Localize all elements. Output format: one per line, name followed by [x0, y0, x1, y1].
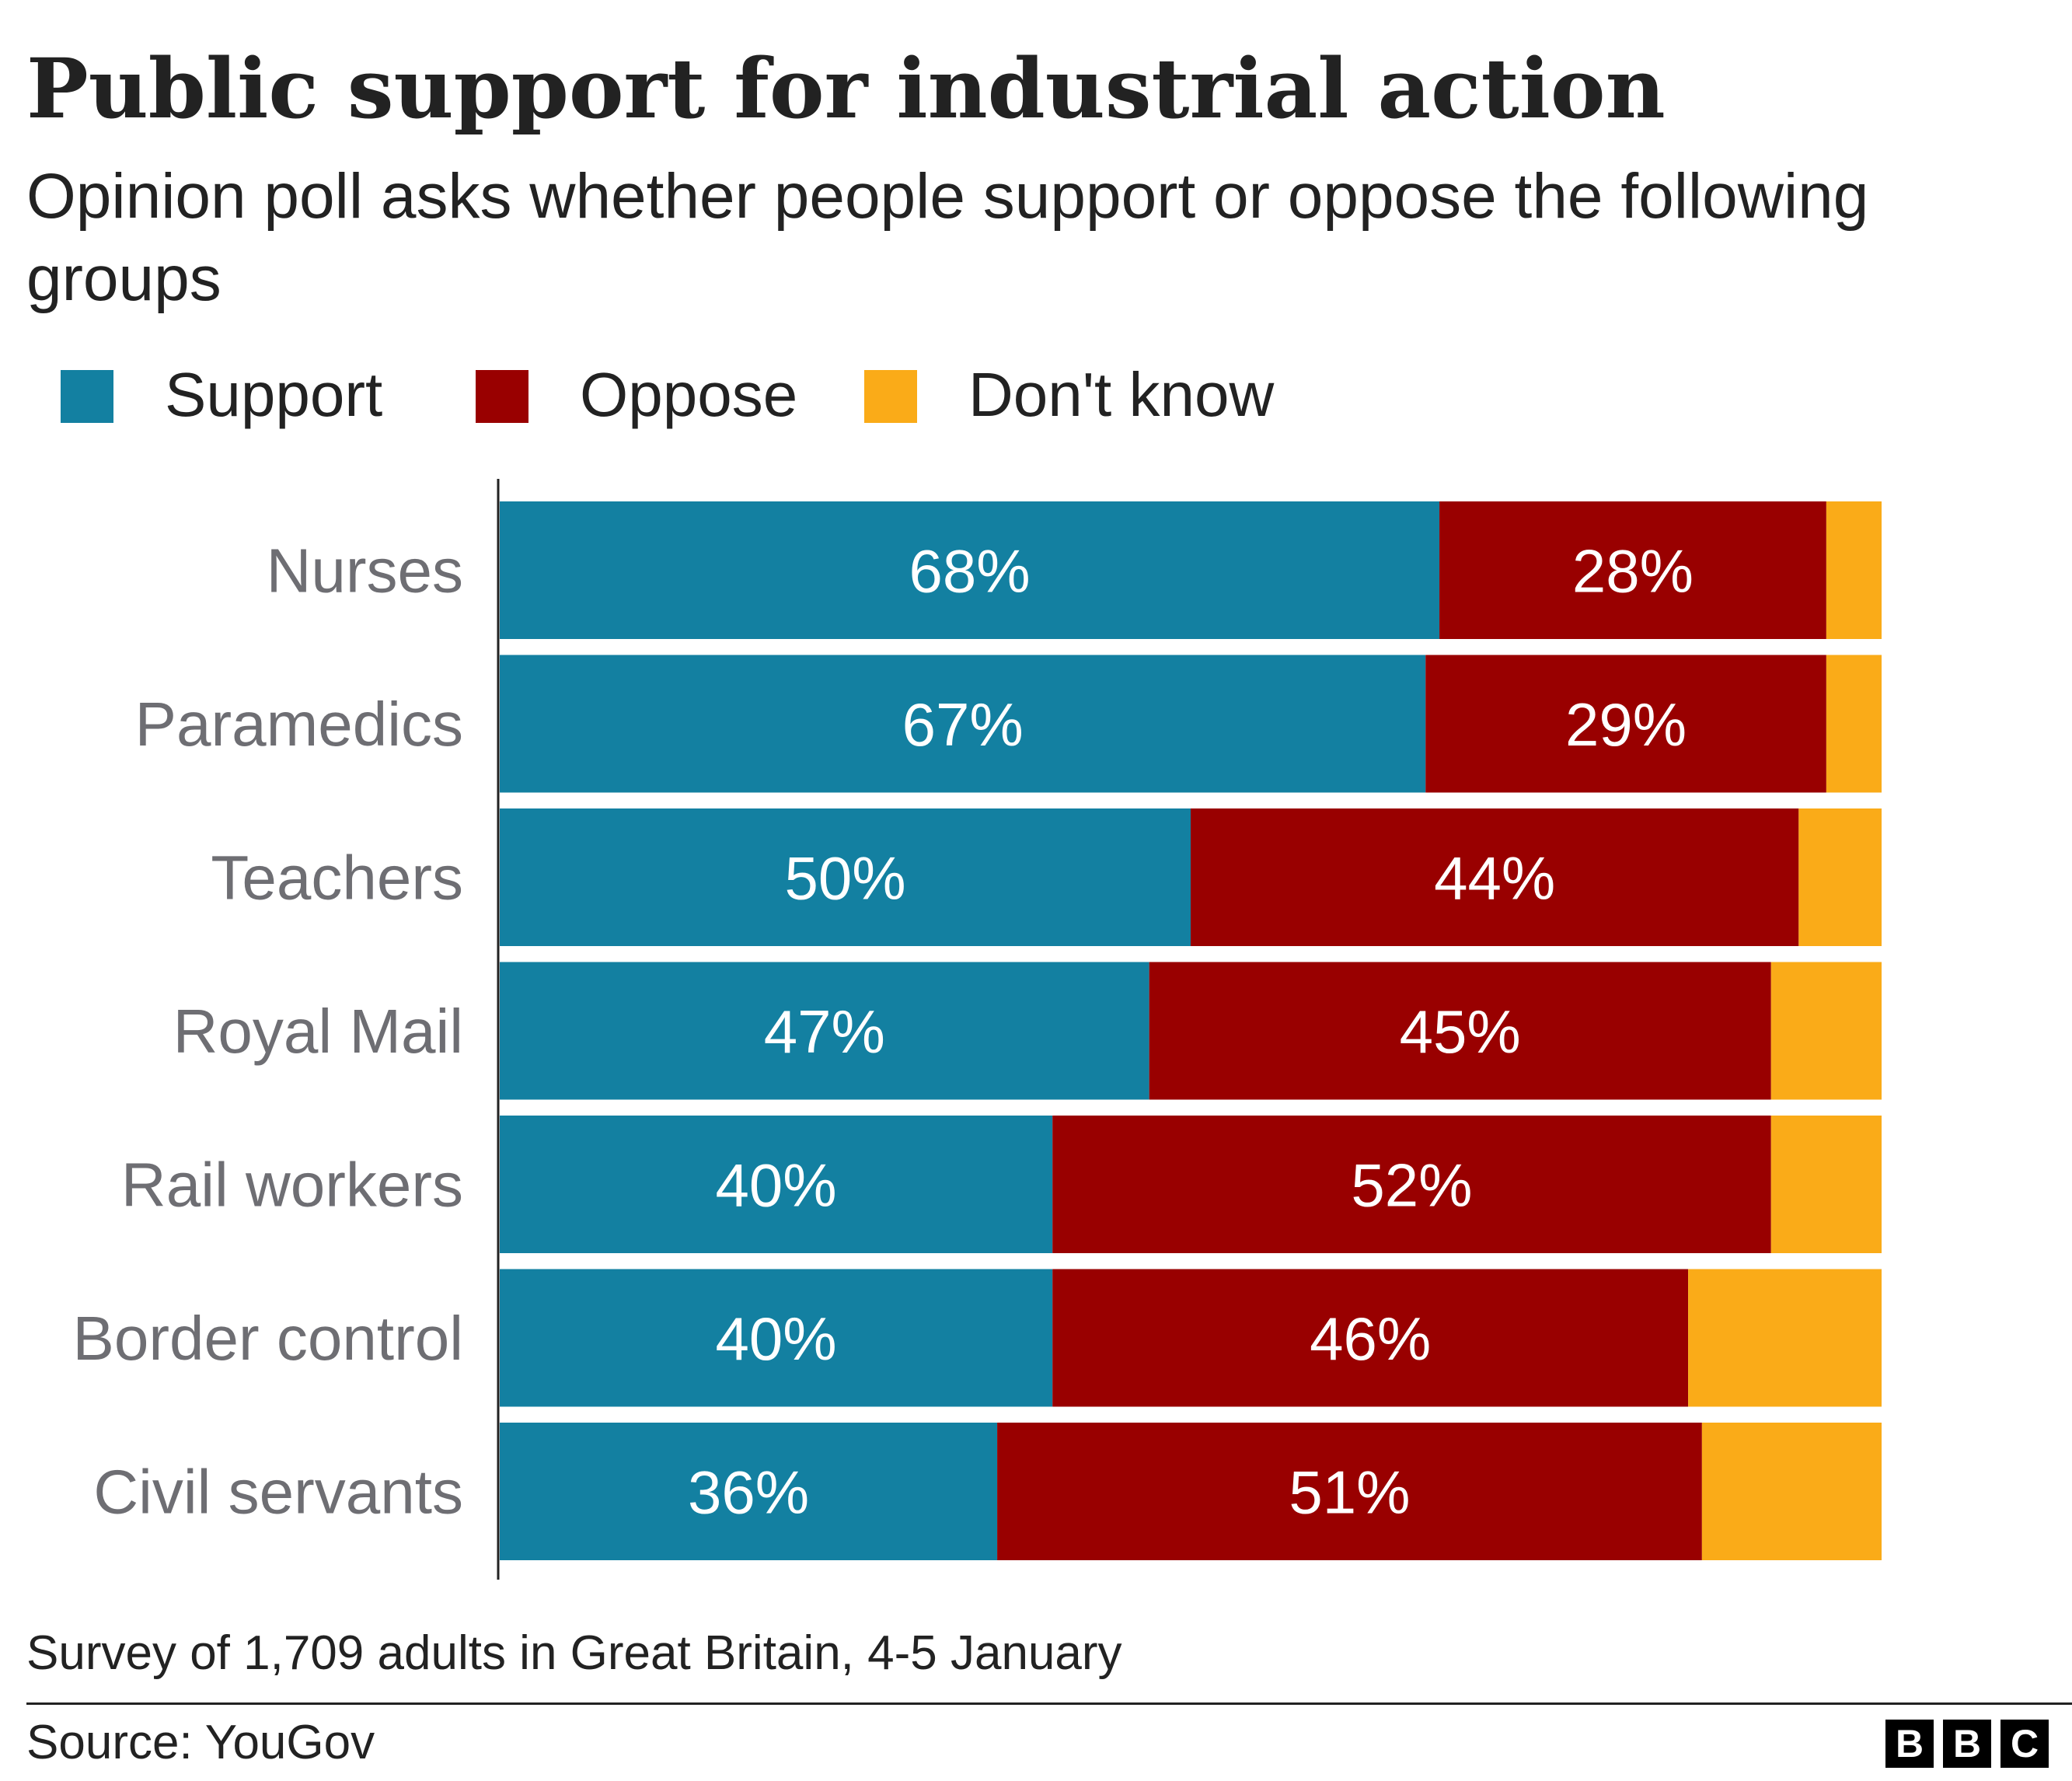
data-label: 52%: [1351, 1151, 1472, 1220]
data-label: 50%: [784, 844, 905, 913]
bar-segment-support: [500, 1269, 1053, 1407]
category-label: Nurses: [267, 536, 463, 606]
data-label: 36%: [688, 1458, 809, 1527]
bar-segment-don-t-know: [1688, 1269, 1882, 1407]
data-label: 45%: [1400, 997, 1521, 1066]
survey-note: Survey of 1,709 adults in Great Britain,…: [26, 1626, 1122, 1680]
bar-segment-don-t-know: [1701, 1423, 1882, 1560]
category-label: Border control: [73, 1304, 463, 1373]
bbc-logo-letter: B: [1943, 1720, 1991, 1768]
bar-segment-don-t-know: [1826, 655, 1882, 793]
legend-swatch-don-t-know: [864, 370, 917, 423]
bar-segment-oppose: [1149, 962, 1771, 1100]
bar-segment-don-t-know: [1798, 808, 1882, 946]
bar-segment-oppose: [997, 1423, 1702, 1560]
bar-segment-support: [500, 1423, 998, 1560]
chart-title: Public support for industrial action: [26, 40, 1666, 137]
bar-segment-oppose: [1425, 655, 1826, 793]
data-label: 46%: [1310, 1304, 1431, 1373]
bar-segment-oppose: [1191, 808, 1799, 946]
bbc-logo-letter: C: [2000, 1720, 2049, 1768]
bbc-logo-letter: B: [1885, 1720, 1934, 1768]
bar-segment-support: [500, 501, 1440, 639]
category-label: Royal Mail: [173, 997, 463, 1066]
chart-legend: Support Oppose Don't know: [61, 360, 1274, 429]
legend-label-oppose: Oppose: [580, 360, 797, 429]
bar-segment-don-t-know: [1770, 962, 1882, 1100]
bar-segment-oppose: [1052, 1269, 1689, 1407]
data-label: 47%: [764, 997, 885, 1066]
data-label: 67%: [902, 690, 1024, 759]
category-label: Rail workers: [121, 1151, 463, 1220]
chart-bars: 68% 28% 67% 29% 50% 44% 47% 45% 40% 52% 40% 46% 36% 5…: [500, 501, 1882, 1560]
data-label: 68%: [909, 537, 1030, 606]
category-labels: Nurses Paramedics Teachers Royal Mail Rail w…: [73, 536, 463, 1527]
data-label: 51%: [1289, 1458, 1410, 1527]
data-label: 40%: [716, 1151, 837, 1220]
legend-label-don-t-know: Don't know: [968, 360, 1274, 429]
data-label: 28%: [1572, 537, 1694, 606]
bar-segment-don-t-know: [1826, 501, 1882, 639]
category-label: Teachers: [211, 843, 463, 913]
bar-segment-support: [500, 808, 1191, 946]
category-label: Paramedics: [135, 690, 463, 759]
legend-swatch-support: [61, 370, 113, 423]
bar-segment-don-t-know: [1770, 1116, 1882, 1253]
bbc-logo: B B C: [1885, 1720, 2049, 1768]
legend-swatch-oppose: [476, 370, 528, 423]
data-label: 29%: [1565, 690, 1687, 759]
legend-label-support: Support: [165, 360, 382, 429]
data-label: 44%: [1434, 844, 1555, 913]
bar-segment-oppose: [1052, 1116, 1771, 1253]
bar-segment-support: [500, 655, 1426, 793]
footer-divider: [26, 1702, 2072, 1705]
bar-segment-support: [500, 962, 1149, 1100]
bar-segment-oppose: [1439, 501, 1826, 639]
category-label: Civil servants: [93, 1458, 463, 1527]
data-label: 40%: [716, 1304, 837, 1373]
chart-subtitle: Opinion poll asks whether people support…: [26, 161, 1869, 314]
source-label: Source: YouGov: [26, 1716, 375, 1769]
bar-segment-support: [500, 1116, 1053, 1253]
